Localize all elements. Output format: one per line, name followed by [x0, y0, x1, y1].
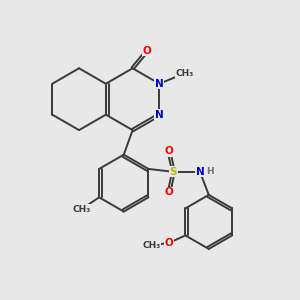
- Text: CH₃: CH₃: [175, 69, 194, 78]
- Text: S: S: [170, 167, 177, 177]
- Text: N: N: [155, 110, 164, 120]
- Text: O: O: [143, 46, 152, 56]
- Text: O: O: [165, 238, 173, 248]
- Text: N: N: [196, 167, 204, 177]
- Text: O: O: [165, 146, 173, 156]
- Text: CH₃: CH₃: [72, 205, 91, 214]
- Text: CH₃: CH₃: [142, 241, 160, 250]
- Text: O: O: [165, 188, 173, 197]
- Text: N: N: [155, 79, 164, 89]
- Text: H: H: [206, 167, 214, 176]
